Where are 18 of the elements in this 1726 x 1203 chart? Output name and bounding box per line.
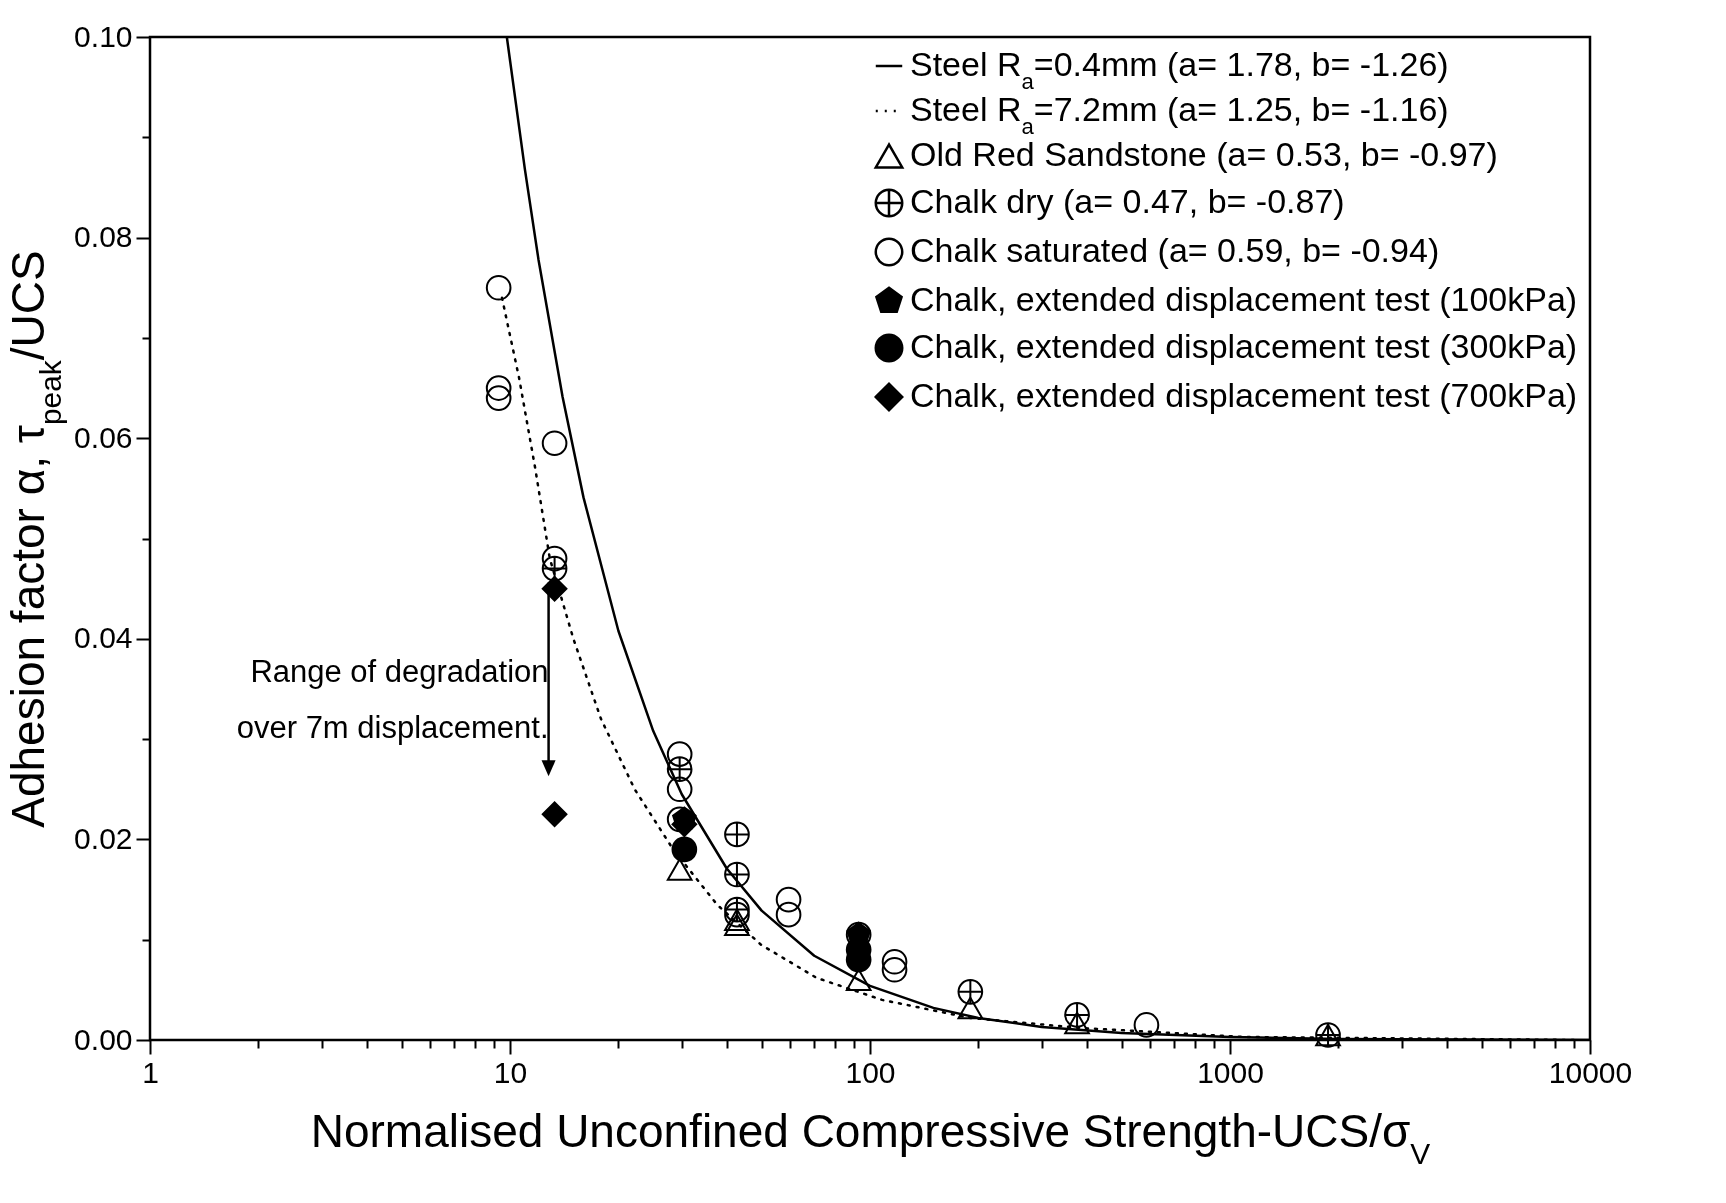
y-tick-label: 0.04 (74, 621, 133, 655)
y-tick-label: 0.10 (74, 19, 133, 53)
legend-label: Chalk dry (a= 0.47, b= -0.87) (910, 182, 1345, 220)
x-tick-label: 10000 (1548, 1055, 1633, 1089)
legend-label: Chalk saturated (a= 0.59, b= -0.94) (910, 231, 1440, 269)
legend-label: Chalk, extended displacement test (700kPa) (910, 376, 1578, 414)
x-tick-label: 1 (142, 1055, 159, 1089)
x-axis-title: Normalised Unconfined Compressive Strength-UCS/σ$_{V}$ (310, 1104, 1431, 1169)
legend-label: Chalk, extended displacement test (300kPa) (910, 327, 1578, 365)
x-tick-label: 10 (493, 1055, 528, 1089)
x-tick-label: 1000 (1197, 1055, 1264, 1089)
y-tick-label: 0.00 (74, 1022, 133, 1056)
annotation: Range of degradation over 7m displacement. (236, 654, 549, 746)
legend-label: Chalk, extended displacement test (100kPa) (910, 280, 1578, 318)
y-tick-label: 0.08 (74, 220, 133, 254)
x-tick-label: 100 (845, 1055, 896, 1089)
y-tick-label: 0.02 (74, 821, 133, 855)
y-tick-label: 0.06 (74, 420, 133, 454)
